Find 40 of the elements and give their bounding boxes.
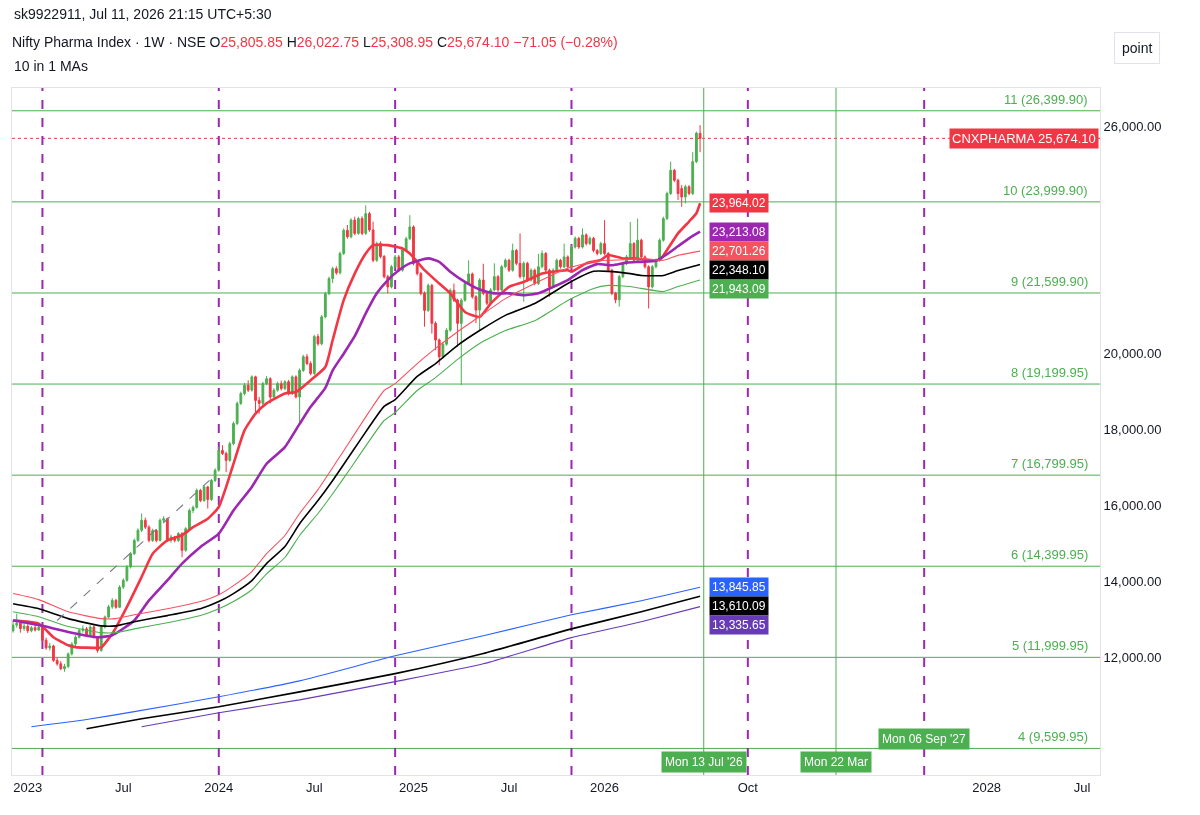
data-label: 22,701.26: [712, 244, 766, 258]
ref-line-label: 10 (23,999.90): [1003, 183, 1088, 198]
text: sk9922911, Jul 11, 2026 21:15 UTC+5:30: [14, 6, 272, 22]
ref-line-label: 7 (16,799.95): [1011, 456, 1089, 471]
chart-title: Nifty Pharma Index · 1W · NSE O25,805.85 H26,022.75 L25,308.95 C25,674.10 −71.05 (−0.28%): [12, 33, 618, 50]
ref-line-label: Mon 13 Jul '26: [665, 755, 743, 769]
x-tick-label: 2023: [13, 779, 43, 795]
ref-line-label: 8 (19,199.95): [1011, 365, 1089, 380]
ref-line-label: CNXPHARMA 25,674.10: [952, 131, 1096, 146]
x-tick-label: Jul: [1073, 779, 1091, 795]
ref-line-label: 11 (26,399.90): [1004, 92, 1088, 107]
x-tick-label: Jul: [114, 779, 132, 795]
ref-line-label: 6 (14,399.95): [1011, 547, 1089, 562]
data-label: 22,348.10: [712, 263, 766, 277]
y-tick-label: 20,000.00: [1103, 346, 1162, 362]
ref-line-label: Mon 22 Mar: [804, 755, 869, 769]
y-tick-label: 14,000.00: [1103, 573, 1162, 589]
text: point: [1122, 40, 1153, 56]
ref-line-label: 4 (9,599.95): [1018, 729, 1089, 744]
ref-line-label: 5 (11,999.95): [1012, 638, 1089, 653]
chart-subtitle: 10 in 1 MAs: [14, 58, 88, 74]
ref-line-label: Mon 06 Sep '27: [882, 732, 967, 746]
data-label: 23,213.08: [712, 225, 766, 239]
x-tick-label: 2025: [399, 779, 428, 795]
x-tick-label: 2028: [972, 779, 1002, 795]
x-tick-label: 2026: [590, 779, 620, 795]
y-tick-label: 16,000.00: [1103, 498, 1162, 514]
data-label: 13,845.85: [712, 580, 766, 594]
ref-line-label: 9 (21,599.90): [1011, 274, 1089, 289]
data-label: 13,335.65: [712, 618, 766, 632]
data-label: 21,943.09: [712, 282, 766, 296]
y-tick-label: 18,000.00: [1103, 422, 1162, 438]
x-tick-label: Jul: [306, 779, 323, 795]
x-tick-label: Jul: [500, 779, 518, 795]
data-label: 13,610.09: [712, 599, 766, 613]
y-tick-label: 26,000.00: [1103, 118, 1162, 134]
x-tick-label: Oct: [737, 779, 759, 795]
x-tick-label: 2024: [204, 779, 234, 795]
y-tick-label: 12,000.00: [1103, 649, 1162, 665]
data-label: 23,964.02: [712, 196, 766, 210]
